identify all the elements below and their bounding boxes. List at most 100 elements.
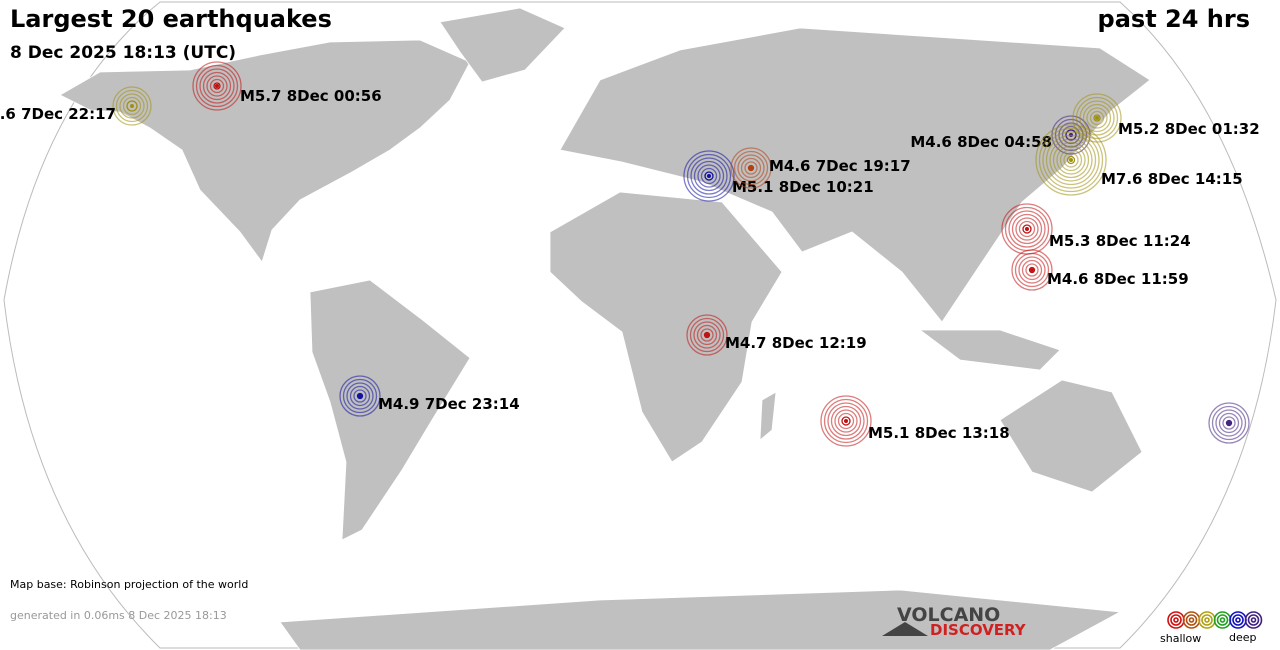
quake-ring bbox=[1052, 141, 1090, 179]
quake-ring bbox=[1063, 152, 1079, 168]
quake-ring bbox=[1045, 134, 1097, 186]
quake-ring bbox=[112, 86, 152, 126]
quake-ring bbox=[342, 378, 378, 414]
quake-marker bbox=[1208, 402, 1250, 444]
quake-ring bbox=[1066, 155, 1076, 165]
quake-center bbox=[1069, 158, 1073, 162]
quake-label: M4.9 7Dec 23:14 bbox=[378, 395, 520, 413]
quake-marker bbox=[112, 86, 152, 126]
quake-ring bbox=[700, 328, 714, 342]
quake-ring bbox=[1049, 138, 1093, 182]
quake-label: M5.3 8Dec 11:24 bbox=[1049, 232, 1191, 250]
quake-center bbox=[358, 394, 362, 398]
quake-ring bbox=[195, 64, 239, 108]
quake-ring bbox=[1022, 224, 1032, 234]
quake-ring bbox=[1018, 220, 1036, 238]
quake-label: M4.6 7Dec 22:17 bbox=[0, 105, 116, 123]
quake-ring bbox=[686, 314, 728, 356]
quake-ring bbox=[1011, 249, 1053, 291]
quake-ring bbox=[1086, 107, 1108, 129]
legend-ring bbox=[1244, 611, 1263, 629]
quake-marker bbox=[683, 150, 735, 202]
quake-center bbox=[749, 166, 753, 170]
quake-center bbox=[705, 333, 709, 337]
legend-ring bbox=[1219, 617, 1226, 623]
quake-label: M4.6 8Dec 04:58 bbox=[910, 133, 1052, 151]
quake-ring bbox=[730, 147, 772, 189]
quake-ring bbox=[689, 317, 725, 353]
legend-ring bbox=[1235, 617, 1241, 623]
quake-ring bbox=[740, 157, 762, 179]
quake-ring bbox=[1021, 259, 1043, 281]
quake-ring bbox=[744, 161, 758, 175]
legend-ring bbox=[1250, 617, 1257, 623]
quake-ring bbox=[1211, 405, 1247, 441]
quake-marker bbox=[1001, 203, 1053, 255]
quake-ring bbox=[126, 100, 138, 112]
timestamp: 8 Dec 2025 18:13 (UTC) bbox=[10, 43, 236, 63]
logo-line2: DISCOVERY bbox=[930, 621, 1027, 639]
quake-ring bbox=[1065, 129, 1077, 141]
quake-marker bbox=[1035, 124, 1107, 196]
legend-ring bbox=[1232, 614, 1244, 626]
quake-ring bbox=[353, 389, 367, 403]
quake-ring bbox=[346, 382, 374, 410]
legend-ring bbox=[1173, 617, 1179, 623]
land bbox=[59, 7, 1151, 650]
quake-ring bbox=[1218, 412, 1240, 434]
legend-ring bbox=[1188, 617, 1195, 623]
quake-ring bbox=[827, 402, 865, 440]
quake-ring bbox=[693, 321, 721, 349]
quake-center bbox=[1095, 116, 1099, 120]
quake-ring bbox=[356, 392, 364, 400]
quake-label: M4.7 8Dec 12:19 bbox=[725, 334, 867, 352]
quake-marker bbox=[1072, 93, 1122, 143]
quake-ring bbox=[834, 409, 858, 433]
map-base: Map base: Robinson projection of the wor… bbox=[10, 578, 248, 591]
logo-line1: VOLCANO bbox=[897, 604, 1000, 626]
quake-ring bbox=[202, 71, 232, 101]
quake-ring bbox=[686, 153, 732, 199]
quake-label: M4.6 8Dec 11:59 bbox=[1047, 270, 1189, 288]
quake-ring bbox=[830, 405, 862, 437]
quake-ring bbox=[823, 398, 869, 444]
quake-ring bbox=[700, 167, 718, 185]
quake-ring bbox=[1035, 124, 1107, 196]
quake-center bbox=[1227, 421, 1231, 425]
quake-ring bbox=[690, 157, 728, 195]
quake-ring bbox=[119, 93, 145, 119]
quake-ring bbox=[1028, 266, 1036, 274]
quake-ring bbox=[213, 82, 221, 90]
quake-ring bbox=[1059, 148, 1083, 172]
quake-ring bbox=[747, 164, 755, 172]
quake-ring bbox=[1018, 256, 1046, 284]
legend-ring bbox=[1201, 614, 1213, 626]
quake-center bbox=[707, 174, 711, 178]
quake-ring bbox=[1079, 100, 1115, 136]
quake-ring bbox=[733, 150, 769, 186]
quake-ring bbox=[737, 154, 765, 182]
quake-label: M4.6 7Dec 19:17 bbox=[769, 157, 911, 175]
quake-center bbox=[215, 84, 219, 88]
quake-marker bbox=[339, 375, 381, 417]
quake-ring bbox=[837, 412, 855, 430]
quake-label: M5.2 8Dec 01:32 bbox=[1118, 120, 1260, 138]
quake-ring bbox=[1008, 210, 1046, 248]
quake-ring bbox=[1075, 96, 1119, 140]
quake-ring bbox=[349, 385, 371, 407]
quake-center bbox=[130, 104, 134, 108]
quake-ring bbox=[1222, 416, 1236, 430]
quake-ring bbox=[199, 68, 235, 104]
quake-ring bbox=[841, 416, 851, 426]
logo-icon bbox=[882, 622, 928, 636]
quake-ring bbox=[1015, 217, 1039, 241]
quake-marker bbox=[192, 61, 242, 111]
quake-ring bbox=[704, 171, 714, 181]
legend-ring bbox=[1170, 614, 1182, 626]
legend-ring bbox=[1247, 614, 1260, 626]
quake-ring bbox=[339, 375, 381, 417]
quake-marker bbox=[686, 314, 728, 356]
quake-ring bbox=[683, 150, 735, 202]
quake-ring bbox=[697, 164, 721, 188]
